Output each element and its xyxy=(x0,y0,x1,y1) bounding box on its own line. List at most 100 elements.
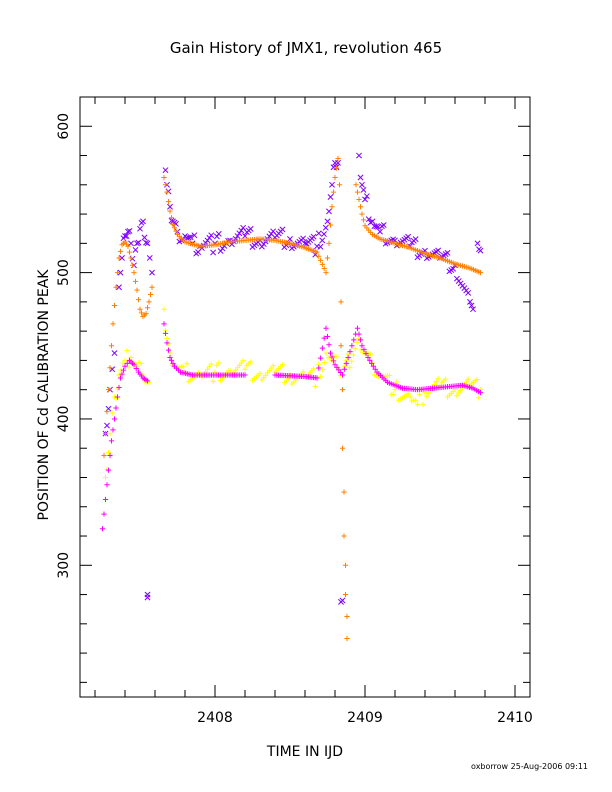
series-3 xyxy=(102,306,484,481)
data-point xyxy=(342,591,349,598)
data-point xyxy=(210,378,216,384)
data-point xyxy=(360,186,367,193)
data-point xyxy=(208,232,215,239)
data-point xyxy=(433,379,439,385)
data-point xyxy=(279,362,286,368)
data-point xyxy=(323,270,329,276)
data-point xyxy=(144,594,151,601)
data-point xyxy=(347,349,353,355)
data-point xyxy=(161,321,167,327)
data-point xyxy=(339,387,346,393)
data-point xyxy=(332,174,338,181)
data-point xyxy=(102,496,109,503)
data-point xyxy=(319,237,326,244)
data-point xyxy=(162,330,169,336)
series-1 xyxy=(102,152,484,605)
data-point xyxy=(317,243,324,250)
data-point xyxy=(424,393,430,399)
data-point xyxy=(365,216,372,223)
data-point xyxy=(339,372,346,378)
data-point xyxy=(135,297,142,303)
data-point xyxy=(113,284,119,290)
data-point xyxy=(477,247,484,254)
data-point xyxy=(356,196,362,203)
footer-credit: oxborrow 25-Aug-2006 09:11 xyxy=(471,762,588,771)
data-point xyxy=(349,343,355,349)
y-tick-label: 500 xyxy=(56,259,72,286)
data-point xyxy=(99,526,106,532)
data-point xyxy=(144,591,151,598)
data-point xyxy=(474,376,480,383)
data-point xyxy=(167,350,173,356)
data-point xyxy=(116,372,122,378)
data-point xyxy=(329,181,335,188)
data-point xyxy=(236,230,243,237)
data-point xyxy=(336,182,343,188)
data-point xyxy=(468,302,475,309)
data-point xyxy=(122,233,128,239)
data-point xyxy=(324,218,331,225)
data-point xyxy=(128,240,134,247)
data-point xyxy=(185,234,192,241)
data-point xyxy=(470,306,476,313)
data-point xyxy=(162,167,169,174)
data-point xyxy=(161,174,167,181)
data-point xyxy=(143,239,149,246)
data-point xyxy=(144,305,151,311)
data-point xyxy=(167,203,173,210)
data-point xyxy=(413,397,419,403)
data-point xyxy=(171,225,178,231)
data-point xyxy=(128,354,134,361)
data-point xyxy=(102,474,109,481)
data-point xyxy=(323,350,329,356)
data-point xyxy=(321,335,327,341)
data-point xyxy=(370,363,376,369)
data-point xyxy=(324,333,331,340)
data-point xyxy=(310,366,317,372)
x-tick-label: 2408 xyxy=(197,710,233,726)
data-point xyxy=(315,230,322,237)
data-point xyxy=(120,367,127,373)
data-point xyxy=(104,482,110,488)
data-point xyxy=(125,243,131,249)
data-point xyxy=(191,232,198,239)
chart-title: Gain History of JMX1, revolution 465 xyxy=(170,39,442,57)
data-point xyxy=(357,174,364,181)
data-point xyxy=(333,165,340,171)
data-point xyxy=(322,224,329,231)
data-point xyxy=(105,387,112,393)
data-point xyxy=(279,226,286,233)
data-point xyxy=(124,348,130,354)
data-point xyxy=(101,511,107,517)
data-point xyxy=(335,159,341,166)
data-point xyxy=(119,371,125,377)
data-point xyxy=(113,405,119,411)
data-point xyxy=(341,533,347,539)
data-point xyxy=(477,390,484,396)
data-point xyxy=(344,613,350,620)
data-point xyxy=(227,368,233,374)
data-point xyxy=(128,255,134,261)
data-point xyxy=(132,278,139,284)
data-point xyxy=(321,359,327,366)
data-point xyxy=(359,343,365,349)
data-point xyxy=(314,249,320,255)
data-point xyxy=(168,215,175,221)
data-point xyxy=(444,249,451,256)
data-point xyxy=(131,270,137,276)
data-point xyxy=(361,347,367,353)
data-point xyxy=(144,378,151,384)
data-point xyxy=(109,410,115,416)
data-point xyxy=(450,265,457,272)
data-point xyxy=(326,208,332,215)
data-point xyxy=(124,360,130,366)
data-point xyxy=(369,218,376,225)
data-point xyxy=(363,350,369,357)
data-point xyxy=(356,331,362,337)
data-point xyxy=(323,325,329,331)
data-point xyxy=(180,363,186,369)
series-4 xyxy=(99,321,484,532)
data-point xyxy=(116,384,122,391)
series-layer xyxy=(99,152,484,642)
data-point xyxy=(107,452,113,459)
